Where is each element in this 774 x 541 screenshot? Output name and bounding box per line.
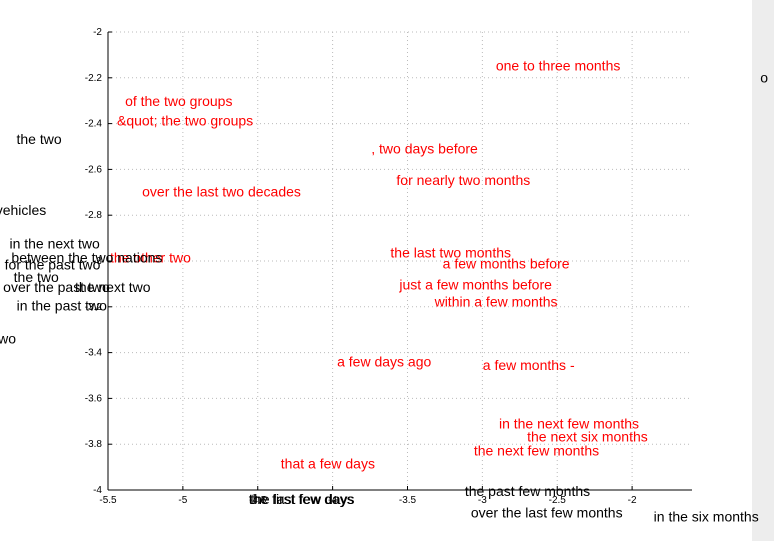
point-label: over the last two decades [142, 184, 301, 200]
point-label: one to three months [496, 58, 621, 74]
point-label: between the two nations [11, 249, 162, 265]
point-label: the first few days [249, 491, 354, 507]
point-label: a few months - [483, 357, 575, 373]
point-label: for nearly two months [396, 172, 530, 188]
point-label: o [760, 70, 768, 86]
point-label: the last two months [390, 245, 511, 261]
x-tick-label: -5 [178, 495, 187, 506]
y-tick-label: -3.8 [85, 439, 103, 450]
point-label: in the next two [9, 236, 99, 252]
point-label: in the past two [17, 298, 107, 314]
x-tick-label: -4.5 [249, 495, 267, 506]
point-label: the two [17, 131, 62, 147]
point-label: within a few months [434, 294, 558, 310]
x-tick-label: -2 [628, 495, 637, 506]
point-label: the other two [110, 249, 191, 265]
point-label: in the six months [654, 509, 759, 525]
x-tick-label: -4 [328, 495, 337, 506]
point-label: the next two [75, 279, 151, 295]
x-tick-label: -3 [478, 495, 487, 506]
side-panel [752, 0, 774, 541]
point-label: over the last few months [471, 505, 623, 521]
point-label: vehicles [0, 202, 46, 218]
y-tick-label: -2.8 [85, 210, 103, 221]
point-label: the last few days [250, 491, 354, 507]
x-tick-label: -3.5 [399, 495, 417, 506]
y-tick-label: -4 [93, 485, 102, 496]
y-tick-label: -2 [93, 27, 102, 38]
y-tick-label: -2.2 [85, 73, 103, 84]
point-label: the past few months [465, 483, 590, 499]
point-label: a few months before [443, 256, 570, 272]
y-tick-label: -2.6 [85, 164, 103, 175]
point-label: of the two groups [125, 93, 232, 109]
y-tick-label: -3.6 [85, 393, 103, 404]
point-label: a few days ago [337, 354, 431, 370]
point-label: for the past two [5, 256, 101, 272]
point-label: the next few months [474, 443, 599, 459]
y-tick-label: -2.4 [85, 119, 103, 130]
point-label: over the past two [3, 279, 110, 295]
x-tick-label: -2.5 [549, 495, 567, 506]
point-label: just a few months before [398, 277, 552, 293]
y-tick-label: -3 [93, 256, 102, 267]
y-tick-label: -3.2 [85, 302, 103, 313]
point-label: &quot; the two groups [117, 113, 253, 129]
point-label: in the next few months [499, 416, 639, 432]
point-label: , two days before [371, 141, 478, 157]
x-tick-label: -5.5 [99, 495, 117, 506]
point-label: the next six months [527, 429, 648, 445]
point-label: two [0, 331, 16, 347]
y-tick-label: -3.4 [85, 348, 103, 359]
point-label: that a few days [281, 456, 375, 472]
point-label: the two [14, 269, 59, 285]
